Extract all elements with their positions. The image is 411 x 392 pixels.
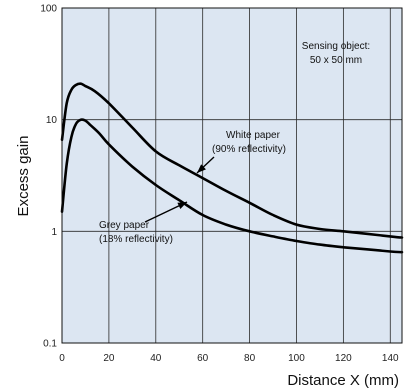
x-tick-label: 80	[244, 353, 256, 364]
grey-paper-label-line-2: (18% reflectivity)	[99, 234, 173, 245]
white-paper-leader-arrowhead	[197, 164, 206, 173]
plot-area	[62, 8, 402, 343]
grey-paper-curve	[60, 118, 404, 254]
y-axis-label: Excess gain	[15, 136, 32, 217]
x-tick-label: 120	[335, 353, 352, 364]
white-paper-label-line-2: (90% reflectivity)	[212, 144, 286, 155]
grey-paper-label-line-1: Grey paper	[99, 220, 150, 231]
white-paper-label-line-1: White paper	[226, 130, 281, 141]
x-tick-label: 60	[197, 353, 209, 364]
curves	[60, 82, 404, 254]
sensing-object-note-line-1: Sensing object:	[302, 41, 370, 52]
x-axis-label: Distance X (mm)	[287, 372, 399, 389]
grid	[62, 8, 402, 343]
plot-frame	[61, 7, 403, 344]
y-tick-labels: 0.1 1 10 100	[40, 4, 57, 350]
sensing-object-note-line-2: 50 x 50 mm	[310, 55, 362, 66]
y-tick-label: 0.1	[43, 339, 57, 350]
x-tick-label: 140	[382, 353, 399, 364]
label-leaders	[144, 156, 215, 223]
y-tick-label: 1	[51, 227, 57, 238]
x-tick-label: 40	[150, 353, 162, 364]
y-tick-label: 10	[46, 115, 58, 126]
y-tick-label: 100	[40, 4, 57, 15]
grey-paper-leader-arrowhead	[177, 202, 187, 210]
x-tick-label: 0	[59, 353, 65, 364]
x-tick-label: 100	[288, 353, 305, 364]
x-tick-labels: 0 20 40 60 80 100 120 140	[59, 353, 399, 364]
white-paper-curve	[60, 82, 404, 239]
x-tick-label: 20	[103, 353, 115, 364]
